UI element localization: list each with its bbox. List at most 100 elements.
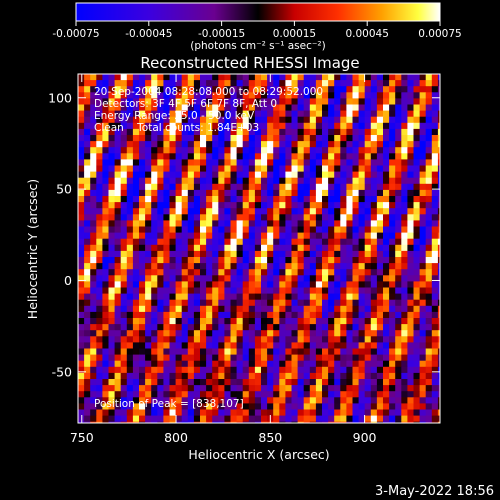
heatmap-cell [96,74,103,81]
heatmap-cell [407,415,414,423]
heatmap-cell [340,226,347,233]
heatmap-cell [340,116,347,124]
heatmap-cell [376,409,384,416]
heatmap-cell [425,141,433,148]
heatmap-cell [126,116,134,124]
heatmap-cell [352,403,359,410]
heatmap-cell [340,287,347,294]
heatmap-cell [242,104,250,111]
heatmap-cell [340,232,347,240]
heatmap-cell [206,74,213,81]
heatmap-cell [413,281,420,288]
heatmap-cell [120,342,128,349]
heatmap-cell [193,257,201,264]
heatmap-cell [346,104,353,111]
heatmap-cell [425,336,433,343]
heatmap-cell [328,171,335,179]
heatmap-cell [358,342,366,349]
heatmap-cell [102,287,109,294]
heatmap-cell [346,196,353,203]
heatmap-cell [169,281,176,288]
heatmap-cell [431,196,439,203]
heatmap-cell [395,293,402,301]
heatmap-cell [181,366,189,374]
heatmap-cell [181,397,189,404]
heatmap-cell [96,293,103,301]
heatmap-cell [175,360,183,368]
heatmap-cell [224,110,231,118]
heatmap-cell [273,116,280,124]
heatmap-cell [291,281,298,288]
heatmap-cell [395,360,402,368]
heatmap-cell [370,165,378,172]
heatmap-cell [187,226,195,233]
heatmap-cell [242,183,250,191]
heatmap-cell [407,232,414,240]
heatmap-cell [389,391,396,398]
heatmap-cell [230,104,237,111]
heatmap-cell [212,232,219,240]
heatmap-cell [407,348,414,355]
heatmap-cell [437,269,440,276]
heatmap-cell [419,122,427,130]
heatmap-cell [114,196,122,203]
heatmap-cell [84,324,91,331]
heatmap-cell [358,159,366,166]
heatmap-cell [285,232,292,240]
heatmap-cell [285,74,292,81]
heatmap-cell [395,92,402,99]
heatmap-cell [346,165,353,172]
heatmap-cell [254,208,262,215]
heatmap-cell [157,244,164,252]
heatmap-cell [425,165,433,172]
heatmap-cell [248,342,256,349]
heatmap-cell [254,299,262,307]
heatmap-cell [334,366,341,374]
heatmap-cell [206,293,213,301]
heatmap-cell [132,403,140,410]
heatmap-cell [291,275,298,282]
heatmap-cell [267,128,274,136]
heatmap-cell [407,165,414,172]
heatmap-cell [230,281,237,288]
heatmap-cell [346,208,353,215]
heatmap-cell [126,391,134,398]
heatmap-cell [376,263,384,270]
heatmap-cell [206,208,213,215]
heatmap-cell [334,257,341,264]
heatmap-cell [212,214,219,221]
heatmap-cell [114,177,122,185]
heatmap-cell [145,250,152,258]
heatmap-cell [145,385,152,392]
heatmap-cell [419,147,427,154]
heatmap-cell [291,318,298,325]
heatmap-cell [151,116,158,124]
heatmap-cell [425,397,433,404]
heatmap-cell [431,305,439,313]
heatmap-cell [200,74,207,81]
heatmap-cell [96,379,103,386]
heatmap-cell [224,165,231,172]
heatmap-cell [120,311,128,319]
heatmap-cell [419,177,427,185]
heatmap-cell [96,269,103,276]
heatmap-cell [273,86,280,93]
heatmap-cell [236,177,244,185]
heatmap-cell [370,202,378,209]
heatmap-cell [352,232,359,240]
heatmap-cell [309,293,317,301]
heatmap-cell [328,287,335,294]
heatmap-cell [340,275,347,282]
heatmap-cell [78,214,85,221]
heatmap-cell [212,128,219,136]
heatmap-cell [303,214,311,221]
heatmap-cell [431,80,439,87]
heatmap-cell [132,135,140,142]
heatmap-cell [254,360,262,368]
heatmap-cell [96,196,103,203]
heatmap-cell [169,86,176,93]
heatmap-cell [279,104,286,111]
heatmap-cell [328,135,335,142]
heatmap-cell [108,403,115,410]
heatmap-cell [84,189,91,197]
